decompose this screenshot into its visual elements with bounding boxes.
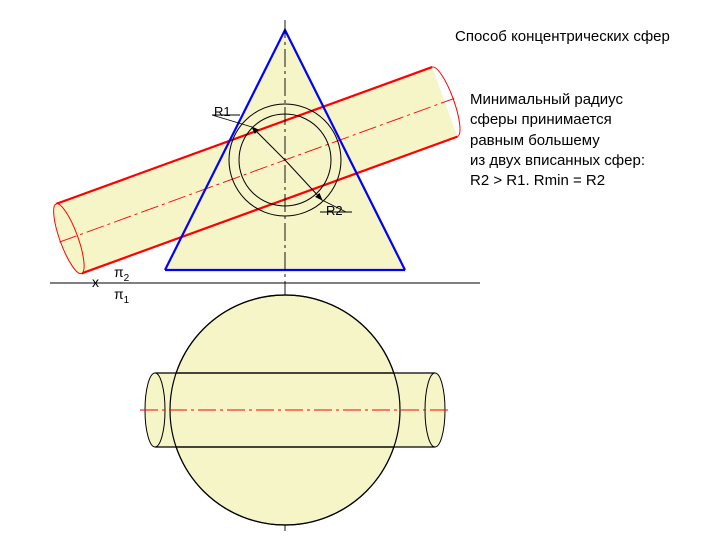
label-pi2: π2	[114, 264, 129, 284]
desc-line2: сферы принимается	[470, 110, 710, 130]
description-block: Минимальный радиус сферы принимается рав…	[470, 90, 710, 191]
diagram-canvas	[0, 0, 720, 540]
desc-line3: равным большему	[470, 131, 710, 151]
label-r1: R1	[214, 104, 231, 119]
label-r2: R2	[326, 203, 343, 218]
label-x: x	[92, 274, 99, 290]
diagram-title: Способ концентрических сфер	[455, 28, 695, 45]
desc-line5: R2 > R1. Rmin = R2	[470, 171, 710, 191]
desc-line4: из двух вписанных сфер:	[470, 151, 710, 171]
label-pi1: π1	[114, 286, 129, 306]
desc-line1: Минимальный радиус	[470, 90, 710, 110]
